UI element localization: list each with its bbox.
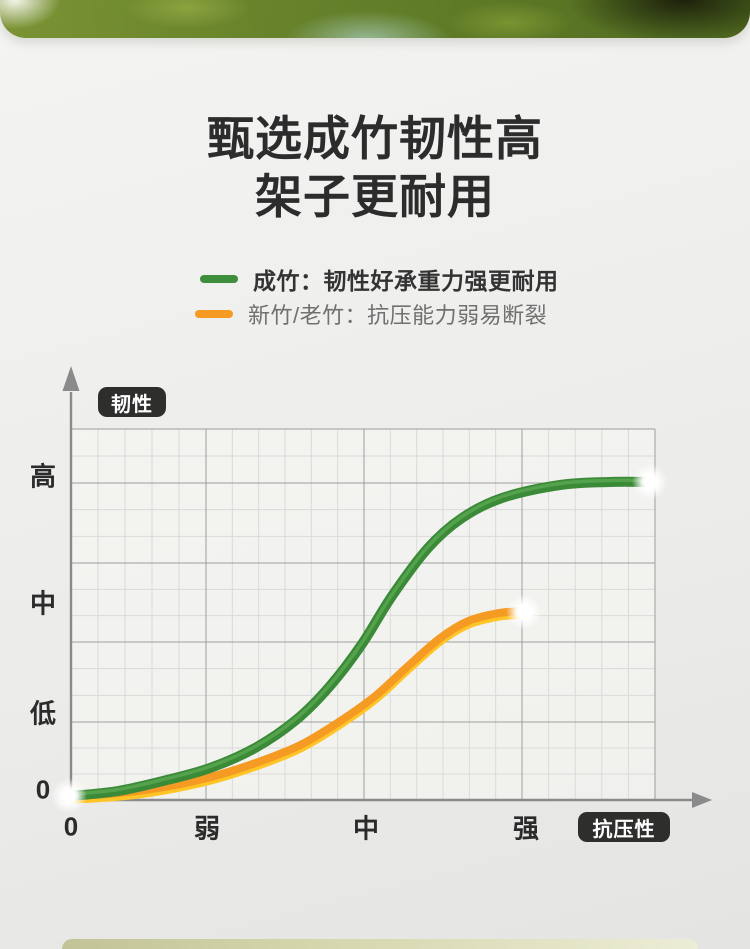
x-tick-label: 弱 bbox=[193, 813, 221, 844]
y-tick-label: 中 bbox=[29, 588, 57, 619]
legend-item-young-old-bamboo: 新竹/老竹：抗压能力弱易断裂 bbox=[195, 298, 547, 330]
title-line-1: 甄选成竹韧性高 bbox=[207, 112, 543, 165]
page-title: 甄选成竹韧性高 架子更耐用 bbox=[0, 110, 750, 226]
legend-line-green bbox=[200, 275, 238, 283]
x-axis-badge: 抗压性 bbox=[578, 812, 670, 842]
title-line-2: 架子更耐用 bbox=[255, 170, 495, 223]
x-tick-label: 强 bbox=[512, 813, 540, 844]
y-axis-badge: 韧性 bbox=[98, 387, 166, 417]
moss-photo-strip bbox=[0, 0, 750, 38]
legend-label-mature-bamboo: 成竹：韧性好承重力强更耐用 bbox=[253, 268, 559, 294]
legend-label-young-old-bamboo: 新竹/老竹：抗压能力弱易断裂 bbox=[248, 303, 548, 328]
y-tick-label: 高 bbox=[29, 461, 57, 492]
next-section-edge bbox=[62, 939, 698, 949]
x-tick-label: 0 bbox=[63, 811, 79, 842]
x-tick-label: 中 bbox=[352, 813, 380, 844]
y-tick-label: 0 bbox=[35, 774, 51, 805]
legend-item-mature-bamboo: 成竹：韧性好承重力强更耐用 bbox=[200, 262, 559, 296]
y-tick-label: 低 bbox=[29, 698, 57, 729]
legend-line-orange bbox=[195, 310, 233, 318]
